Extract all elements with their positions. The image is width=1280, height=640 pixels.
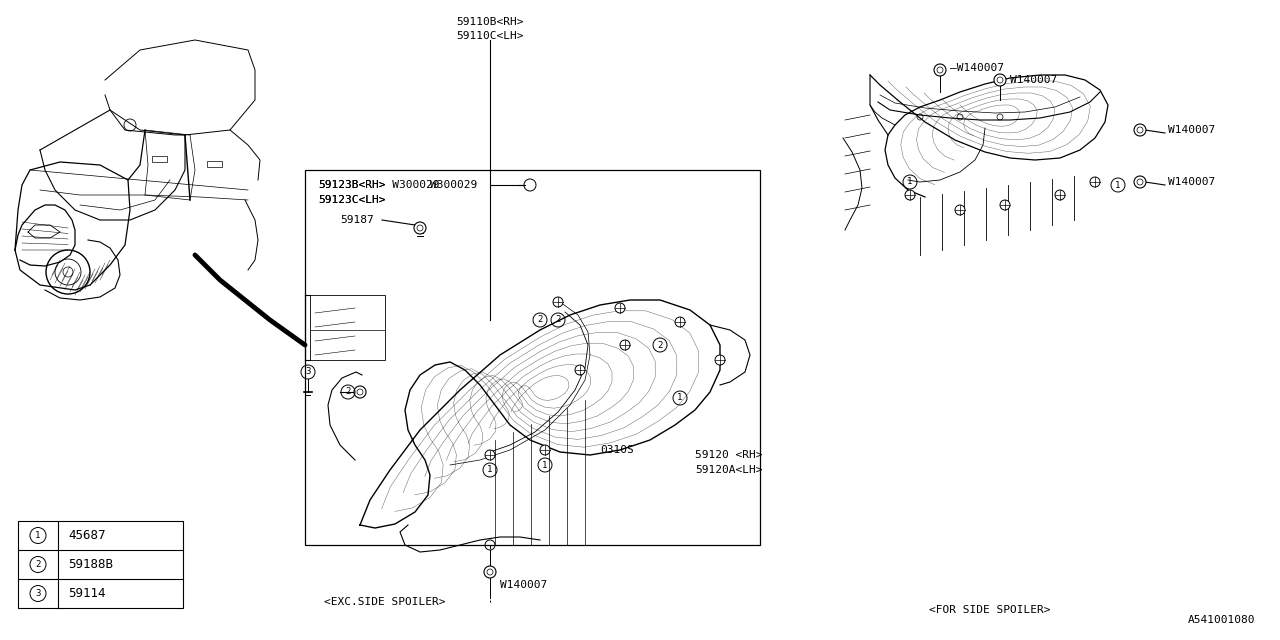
Circle shape [1134, 124, 1146, 136]
Text: A541001080: A541001080 [1188, 615, 1254, 625]
Text: 59123C<LH>: 59123C<LH> [317, 195, 385, 205]
Circle shape [485, 450, 495, 460]
Circle shape [540, 445, 550, 455]
Circle shape [905, 190, 915, 200]
Text: 59110C<LH>: 59110C<LH> [456, 31, 524, 41]
Text: W140007: W140007 [1010, 75, 1057, 85]
Text: 59123C<LH>: 59123C<LH> [317, 195, 385, 205]
Text: 2: 2 [658, 340, 663, 349]
Text: W140007: W140007 [1169, 177, 1215, 187]
Text: W140007: W140007 [1169, 125, 1215, 135]
Text: W140007: W140007 [500, 580, 548, 590]
Circle shape [484, 566, 497, 578]
Circle shape [620, 340, 630, 350]
Circle shape [575, 365, 585, 375]
Text: 2: 2 [556, 316, 561, 324]
Bar [305, 170, 760, 545]
Text: 2: 2 [538, 316, 543, 324]
Bar [207, 161, 221, 167]
Text: 1: 1 [543, 461, 548, 470]
Text: 1: 1 [1115, 180, 1121, 189]
Text: 1: 1 [908, 177, 913, 186]
Circle shape [934, 64, 946, 76]
Text: 59114: 59114 [68, 587, 105, 600]
Text: W300029: W300029 [430, 180, 477, 190]
Text: 1: 1 [677, 394, 682, 403]
Circle shape [355, 386, 366, 398]
Circle shape [716, 355, 724, 365]
Text: 59188B: 59188B [68, 558, 113, 571]
Text: 45687: 45687 [68, 529, 105, 542]
Circle shape [1091, 177, 1100, 187]
Circle shape [1134, 176, 1146, 188]
Bar [152, 156, 166, 162]
Text: 0310S: 0310S [600, 445, 634, 455]
Bar [310, 295, 385, 360]
Text: 3: 3 [306, 367, 311, 376]
Text: 59123B<RH>: 59123B<RH> [317, 180, 385, 190]
Circle shape [675, 317, 685, 327]
Circle shape [614, 303, 625, 313]
Text: 59110B<RH>: 59110B<RH> [456, 17, 524, 27]
Text: 1: 1 [36, 531, 41, 540]
Text: 1: 1 [488, 465, 493, 474]
Text: —W140007: —W140007 [950, 63, 1004, 73]
Text: 59120A<LH>: 59120A<LH> [695, 465, 763, 475]
Circle shape [553, 297, 563, 307]
Text: 59123B<RH>: 59123B<RH> [317, 180, 385, 190]
Circle shape [1055, 190, 1065, 200]
Text: 2: 2 [346, 387, 351, 397]
Text: <EXC.SIDE SPOILER>: <EXC.SIDE SPOILER> [324, 597, 445, 607]
Text: <FOR SIDE SPOILER>: <FOR SIDE SPOILER> [929, 605, 1051, 615]
Circle shape [955, 205, 965, 215]
Circle shape [995, 74, 1006, 86]
Text: W300029: W300029 [317, 180, 439, 190]
Text: 59120 <RH>: 59120 <RH> [695, 450, 763, 460]
Text: 59187: 59187 [340, 215, 374, 225]
Text: 3: 3 [36, 589, 41, 598]
Text: 2: 2 [36, 560, 41, 569]
Circle shape [413, 222, 426, 234]
Circle shape [1000, 200, 1010, 210]
Bar [18, 521, 183, 608]
